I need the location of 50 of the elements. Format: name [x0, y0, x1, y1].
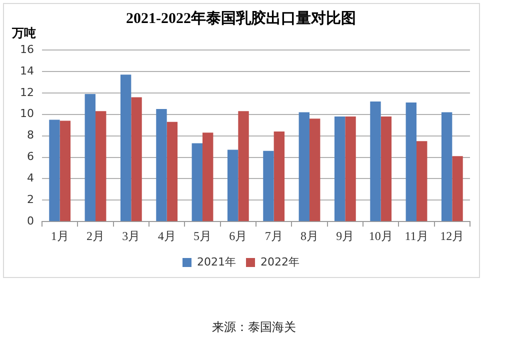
bar: [380, 116, 392, 222]
chart-title: 2021-2022年泰国乳胶出口量对比图: [126, 8, 356, 27]
bar: [60, 120, 71, 222]
x-tick-label: 2月: [86, 228, 104, 243]
bar: [227, 150, 238, 222]
x-tick-label: 10月: [368, 228, 393, 243]
y-axis-title: 万吨: [11, 26, 36, 40]
bar: [263, 150, 274, 222]
y-tick-label: 8: [26, 128, 34, 142]
bar: [120, 74, 132, 222]
bar: [334, 116, 346, 222]
x-tick-label: 6月: [229, 228, 248, 243]
bar: [49, 120, 60, 222]
bar: [166, 122, 178, 222]
x-tick-label: 4月: [158, 228, 176, 243]
bar: [310, 118, 320, 222]
y-tick-label: 12: [20, 86, 34, 99]
bar: [202, 132, 214, 222]
bar: [274, 132, 285, 222]
y-tick-label: 6: [26, 150, 34, 164]
x-tick-label: 9月: [336, 228, 354, 243]
bar: [238, 111, 249, 222]
x-tick-label: 3月: [122, 228, 140, 243]
x-tick-label: 7月: [264, 228, 283, 243]
bar: [96, 111, 106, 222]
y-tick-label: 10: [20, 107, 34, 120]
x-tick-label: 8月: [300, 228, 318, 243]
bar: [156, 108, 167, 222]
bar: [370, 101, 381, 222]
y-tick-label: 16: [20, 42, 34, 56]
x-tick-label: 1月: [50, 228, 69, 243]
bar: [452, 156, 463, 222]
bar: [406, 102, 416, 222]
y-tick-label: 0: [26, 214, 34, 228]
bar: [298, 112, 310, 222]
bar: [441, 112, 452, 222]
bar: [84, 94, 96, 222]
legend-label: 2022年: [260, 255, 300, 268]
bar: [345, 116, 356, 222]
x-tick-label: 5月: [194, 228, 212, 243]
x-tick-label: 11月: [404, 228, 428, 243]
y-tick-label: 14: [20, 64, 34, 78]
bar: [416, 141, 428, 222]
bar: [131, 97, 142, 222]
x-tick-label: 12月: [440, 228, 464, 243]
legend-label: 2021年: [197, 255, 236, 268]
bar: [192, 143, 202, 222]
source-note: 来源：泰国海关: [212, 320, 296, 334]
y-tick-label: 4: [26, 172, 34, 185]
y-tick-label: 2: [26, 193, 34, 206]
